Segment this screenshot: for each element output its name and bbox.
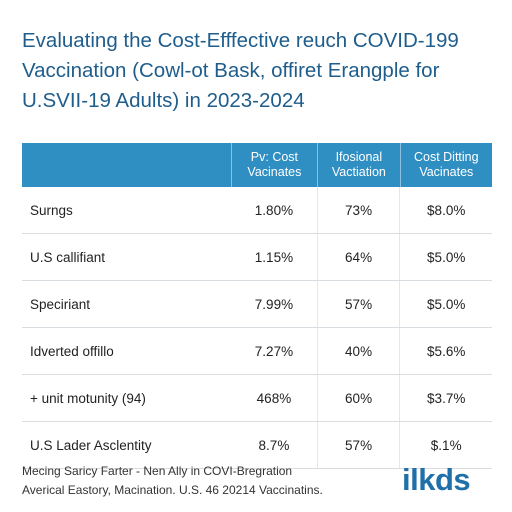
cell: $5.0% [427,296,466,312]
table-row: Speciriant 7.99% 57% $5.0% [22,281,492,328]
cell: 60% [316,375,401,421]
header-text: Ifosional [335,150,383,164]
table-header: Pv: Cost Vacinates Ifosional Vactiation Cost… [22,143,492,187]
cell: 1.80% [254,202,294,218]
header-cell: Pv: Cost Vacinates [230,143,317,187]
cell: + unit motunity (94) [30,390,146,406]
cell: Idverted offillo [30,343,114,359]
logo: ilkds [402,462,471,497]
cell: Speciriant [30,296,91,312]
table-row: Surngs 1.80% 73% $8.0% [22,187,492,234]
cell: 73% [316,187,401,233]
cell: U.S callifiant [30,249,106,265]
cell: 8.7% [258,437,290,453]
cell: U.S Lader Asclentity [30,437,152,453]
header-text: Cost Ditting [413,150,479,164]
table-row: U.S callifiant 1.15% 64% $5.0% [22,234,492,281]
cell: $5.6% [427,343,466,359]
cell: $3.7% [427,390,466,406]
header-cell: Cost Ditting Vacinates [399,143,492,187]
header-cell [22,143,231,187]
table-row: U.S Lader Asclentity 8.7% 57% $.1% [22,422,492,469]
title-line: Vaccination (Cowl-ot Bask, offiret Erang… [22,59,440,82]
cell: $5.0% [427,249,466,265]
cell: 1.15% [254,249,294,265]
header-text: Vacinates [247,165,302,179]
header-text: Vactiation [331,165,386,179]
footer-line: Mecing Saricy Farter - Nen Ally in COVI-… [22,464,293,478]
header-text: Pv: Cost [250,150,299,164]
cell: 7.99% [254,296,294,312]
cell: 64% [316,234,401,280]
cell: $.1% [430,437,462,453]
cell: $8.0% [427,202,466,218]
title-line: U.SVII-19 Adults) in 2023-2024 [22,89,305,112]
cell: 40% [316,328,401,374]
title-line: Evaluating the Cost-Efffective reuch COV… [22,29,459,52]
header-cell: Ifosional Vactiation [317,143,399,187]
table: Pv: Cost Vacinates Ifosional Vactiation Cost… [22,143,492,469]
header-text: Vacinates [419,165,474,179]
cell: 468% [256,390,292,406]
title: Evaluating the Cost-Efffective reuch COV… [22,26,459,116]
table-row: Idverted offillo 7.27% 40% $5.6% [22,328,492,375]
cell: 57% [316,281,401,327]
cell: 7.27% [254,343,294,359]
cell: Surngs [30,202,73,218]
footer-line: Averical Eastory, Macination. U.S. 46 20… [22,483,323,497]
footer: Mecing Saricy Farter - Nen Ally in COVI-… [22,462,323,500]
cell: 57% [316,422,401,468]
table-row: + unit motunity (94) 468% 60% $3.7% [22,375,492,422]
